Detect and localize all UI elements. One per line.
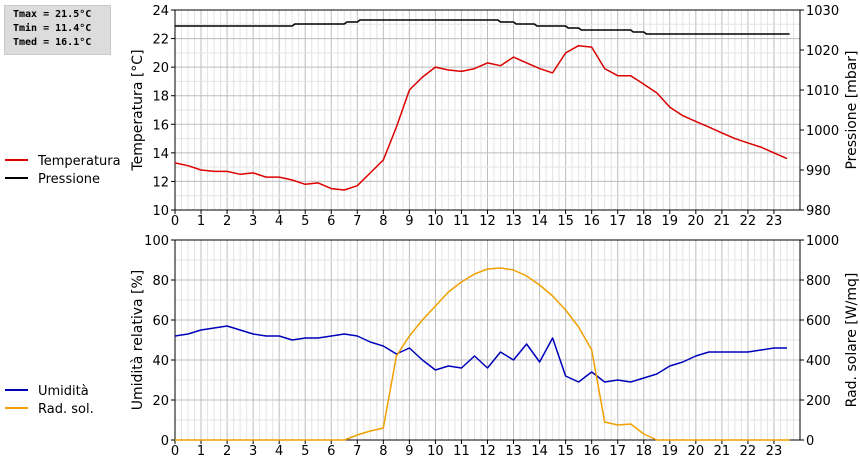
bottom-ylabel-left: Umidità relativa [%] [130,270,146,411]
bottom-legend-label: Rad. sol. [38,402,94,417]
bottom-x-tick-label: 13 [505,444,522,459]
top-ylabel-left: Temperatura [°C] [130,49,146,171]
bottom-yleft-tick-label: 0 [161,434,169,449]
top-series-temperatura [174,44,788,191]
top-yright-tick-label: 1000 [806,124,839,139]
bottom-x-tick-label: 22 [740,444,757,459]
top-x-tick-label: 23 [766,214,783,229]
bottom-x-tick-label: 0 [171,444,179,459]
top-yright-tick-label: 1030 [806,4,839,19]
top-x-tick-label: 14 [531,214,548,229]
bottom-x-tick-label: 16 [583,444,600,459]
bottom-yright-tick-label: 1000 [806,234,839,249]
bottom-x-tick-label: 4 [275,444,283,459]
top-x-tick-label: 6 [327,214,335,229]
top-yleft-tick-label: 16 [152,118,169,133]
top-x-tick-label: 12 [479,214,496,229]
bottom-x-tick-label: 7 [353,444,361,459]
bottom-x-tick-label: 14 [531,444,548,459]
top-x-tick-label: 21 [714,214,731,229]
top-ylabel-right: Pressione [mbar] [844,50,860,169]
top-x-tick-label: 1 [197,214,205,229]
bottom-yleft-tick-label: 60 [152,314,169,329]
top-yleft-tick-label: 24 [152,4,169,19]
top-yleft-tick-label: 14 [152,147,169,162]
top-yright-tick-label: 1010 [806,84,839,99]
top-x-tick-label: 7 [353,214,361,229]
top-yleft-tick-label: 18 [152,90,169,105]
top-x-tick-label: 19 [662,214,679,229]
bottom-x-tick-label: 17 [609,444,626,459]
tmin-stat: Tmin = 11.4°C [13,23,92,34]
bottom-x-tick-label: 19 [662,444,679,459]
bottom-x-tick-label: 1 [197,444,205,459]
top-x-tick-label: 22 [740,214,757,229]
top-legend-label: Pressione [38,172,100,187]
tmax-stat: Tmax = 21.5°C [13,9,92,20]
bottom-x-tick-label: 11 [453,444,470,459]
bottom-yleft-tick-label: 80 [152,274,169,289]
top-yleft-tick-label: 10 [152,204,169,219]
top-x-tick-label: 4 [275,214,283,229]
bottom-x-tick-label: 21 [714,444,731,459]
top-yleft-tick-label: 12 [152,175,169,190]
bottom-series-rad-sol [175,267,790,441]
top-x-tick-label: 17 [609,214,626,229]
tmed-stat: Tmed = 16.1°C [13,37,92,48]
top-x-tick-label: 18 [635,214,652,229]
top-yleft-tick-label: 22 [152,33,169,48]
bottom-x-tick-label: 12 [479,444,496,459]
top-x-tick-label: 0 [171,214,179,229]
bottom-x-tick-label: 9 [405,444,413,459]
top-legend-label: Temperatura [37,154,121,169]
top-x-tick-label: 8 [379,214,387,229]
top-yright-tick-label: 990 [806,164,831,179]
top-yright-tick-label: 980 [806,204,831,219]
top-x-tick-label: 5 [301,214,309,229]
bottom-series-umidit [174,325,787,383]
bottom-yleft-tick-label: 40 [152,354,169,369]
bottom-yright-tick-label: 200 [806,394,831,409]
top-x-tick-label: 3 [249,214,257,229]
top-x-tick-label: 20 [688,214,705,229]
bottom-yright-tick-label: 400 [806,354,831,369]
bottom-yright-tick-label: 800 [806,274,831,289]
bottom-x-tick-label: 18 [635,444,652,459]
bottom-x-tick-label: 20 [688,444,705,459]
stats-box: Tmax = 21.5°C Tmin = 11.4°C Tmed = 16.1°… [4,5,111,55]
top-x-tick-label: 10 [427,214,444,229]
top-x-tick-label: 13 [505,214,522,229]
top-x-tick-label: 2 [223,214,231,229]
bottom-legend-label: Umidità [38,384,89,399]
top-x-tick-label: 16 [583,214,600,229]
bottom-yleft-tick-label: 100 [144,234,169,249]
bottom-x-tick-label: 2 [223,444,231,459]
bottom-x-tick-label: 10 [427,444,444,459]
top-series-pressione [175,19,790,35]
bottom-x-tick-label: 3 [249,444,257,459]
bottom-yleft-tick-label: 20 [152,394,169,409]
bottom-x-tick-label: 5 [301,444,309,459]
bottom-x-tick-label: 8 [379,444,387,459]
top-yright-tick-label: 1020 [806,44,839,59]
top-yleft-tick-label: 20 [152,61,169,76]
top-x-tick-label: 11 [453,214,470,229]
bottom-x-tick-label: 23 [766,444,783,459]
bottom-ylabel-right: Rad. solare [W/mq] [844,273,860,408]
bottom-x-tick-label: 6 [327,444,335,459]
top-x-tick-label: 9 [405,214,413,229]
bottom-yright-tick-label: 600 [806,314,831,329]
bottom-x-tick-label: 15 [557,444,574,459]
top-x-tick-label: 15 [557,214,574,229]
bottom-yright-tick-label: 0 [806,434,814,449]
